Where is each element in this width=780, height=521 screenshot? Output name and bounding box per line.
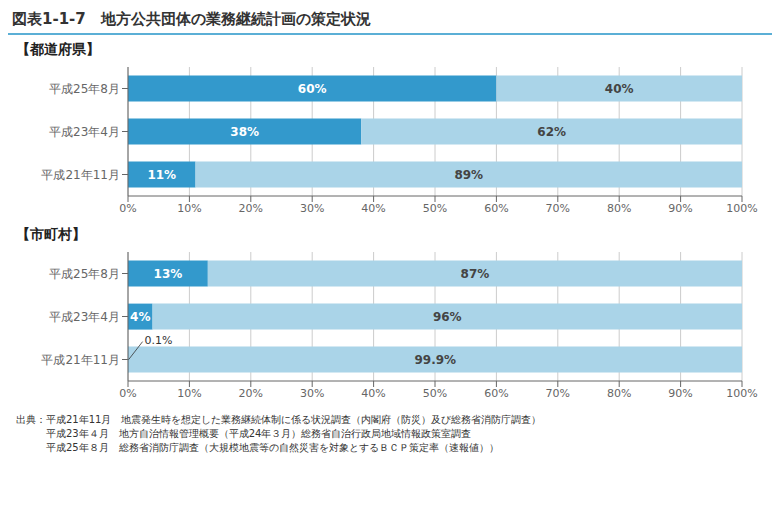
svg-text:80%: 80% (607, 387, 631, 400)
html-text:【市町村】: 【市町村】 (16, 226, 86, 242)
svg-text:40%: 40% (361, 387, 385, 400)
svg-text:87%: 87% (461, 267, 490, 281)
svg-text:平成21年11月: 平成21年11月 (41, 168, 120, 182)
svg-text:10%: 10% (177, 387, 201, 400)
svg-text:80%: 80% (607, 202, 631, 215)
html-text:出典：平成21年11月 地震発生時を想定した業務継続体制に係: 出典：平成21年11月 地震発生時を想定した業務継続体制に係る状況調査（内閣府（… (16, 414, 542, 425)
svg-text:100%: 100% (726, 202, 757, 215)
svg-text:100%: 100% (726, 387, 757, 400)
svg-text:90%: 90% (668, 387, 692, 400)
svg-text:平成21年11月: 平成21年11月 (41, 353, 120, 367)
svg-text:30%: 30% (300, 202, 324, 215)
svg-text:40%: 40% (361, 202, 385, 215)
svg-text:60%: 60% (484, 202, 508, 215)
svg-text:0%: 0% (119, 387, 136, 400)
html-text:平成25年８月 総務省消防庁調査（大規模地震等の自然災害を対: 平成25年８月 総務省消防庁調査（大規模地震等の自然災害を対象とするＢＣＰ策定率… (16, 442, 499, 453)
svg-text:62%: 62% (537, 125, 566, 139)
svg-text:平成23年4月: 平成23年4月 (49, 310, 120, 324)
html-text:平成23年４月 地方自治情報管理概要（平成24年３月）総務省: 平成23年４月 地方自治情報管理概要（平成24年３月）総務省自治行政局地域情報政… (16, 428, 472, 439)
svg-text:50%: 50% (423, 387, 447, 400)
svg-text:13%: 13% (154, 267, 183, 281)
svg-text:平成23年4月: 平成23年4月 (49, 125, 120, 139)
svg-text:40%: 40% (605, 82, 634, 96)
svg-text:10%: 10% (177, 202, 201, 215)
svg-text:90%: 90% (668, 202, 692, 215)
svg-text:20%: 20% (239, 387, 263, 400)
svg-text:89%: 89% (454, 168, 483, 182)
svg-text:38%: 38% (230, 125, 259, 139)
svg-text:70%: 70% (546, 387, 570, 400)
svg-text:60%: 60% (484, 387, 508, 400)
svg-text:0.1%: 0.1% (145, 334, 173, 347)
svg-text:平成25年8月: 平成25年8月 (49, 82, 120, 96)
svg-text:99.9%: 99.9% (414, 353, 456, 367)
svg-text:11%: 11% (147, 168, 176, 182)
svg-text:60%: 60% (298, 82, 327, 96)
html-text:図表1-1-7 地方公共団体の業務継続計画の策定状況: 図表1-1-7 地方公共団体の業務継続計画の策定状況 (12, 10, 371, 28)
svg-text:96%: 96% (433, 310, 462, 324)
svg-text:4%: 4% (130, 310, 150, 324)
svg-text:平成25年8月: 平成25年8月 (49, 267, 120, 281)
svg-text:50%: 50% (423, 202, 447, 215)
svg-text:70%: 70% (546, 202, 570, 215)
svg-text:30%: 30% (300, 387, 324, 400)
svg-text:0%: 0% (119, 202, 136, 215)
svg-text:20%: 20% (239, 202, 263, 215)
html-text:【都道府県】: 【都道府県】 (16, 41, 100, 57)
